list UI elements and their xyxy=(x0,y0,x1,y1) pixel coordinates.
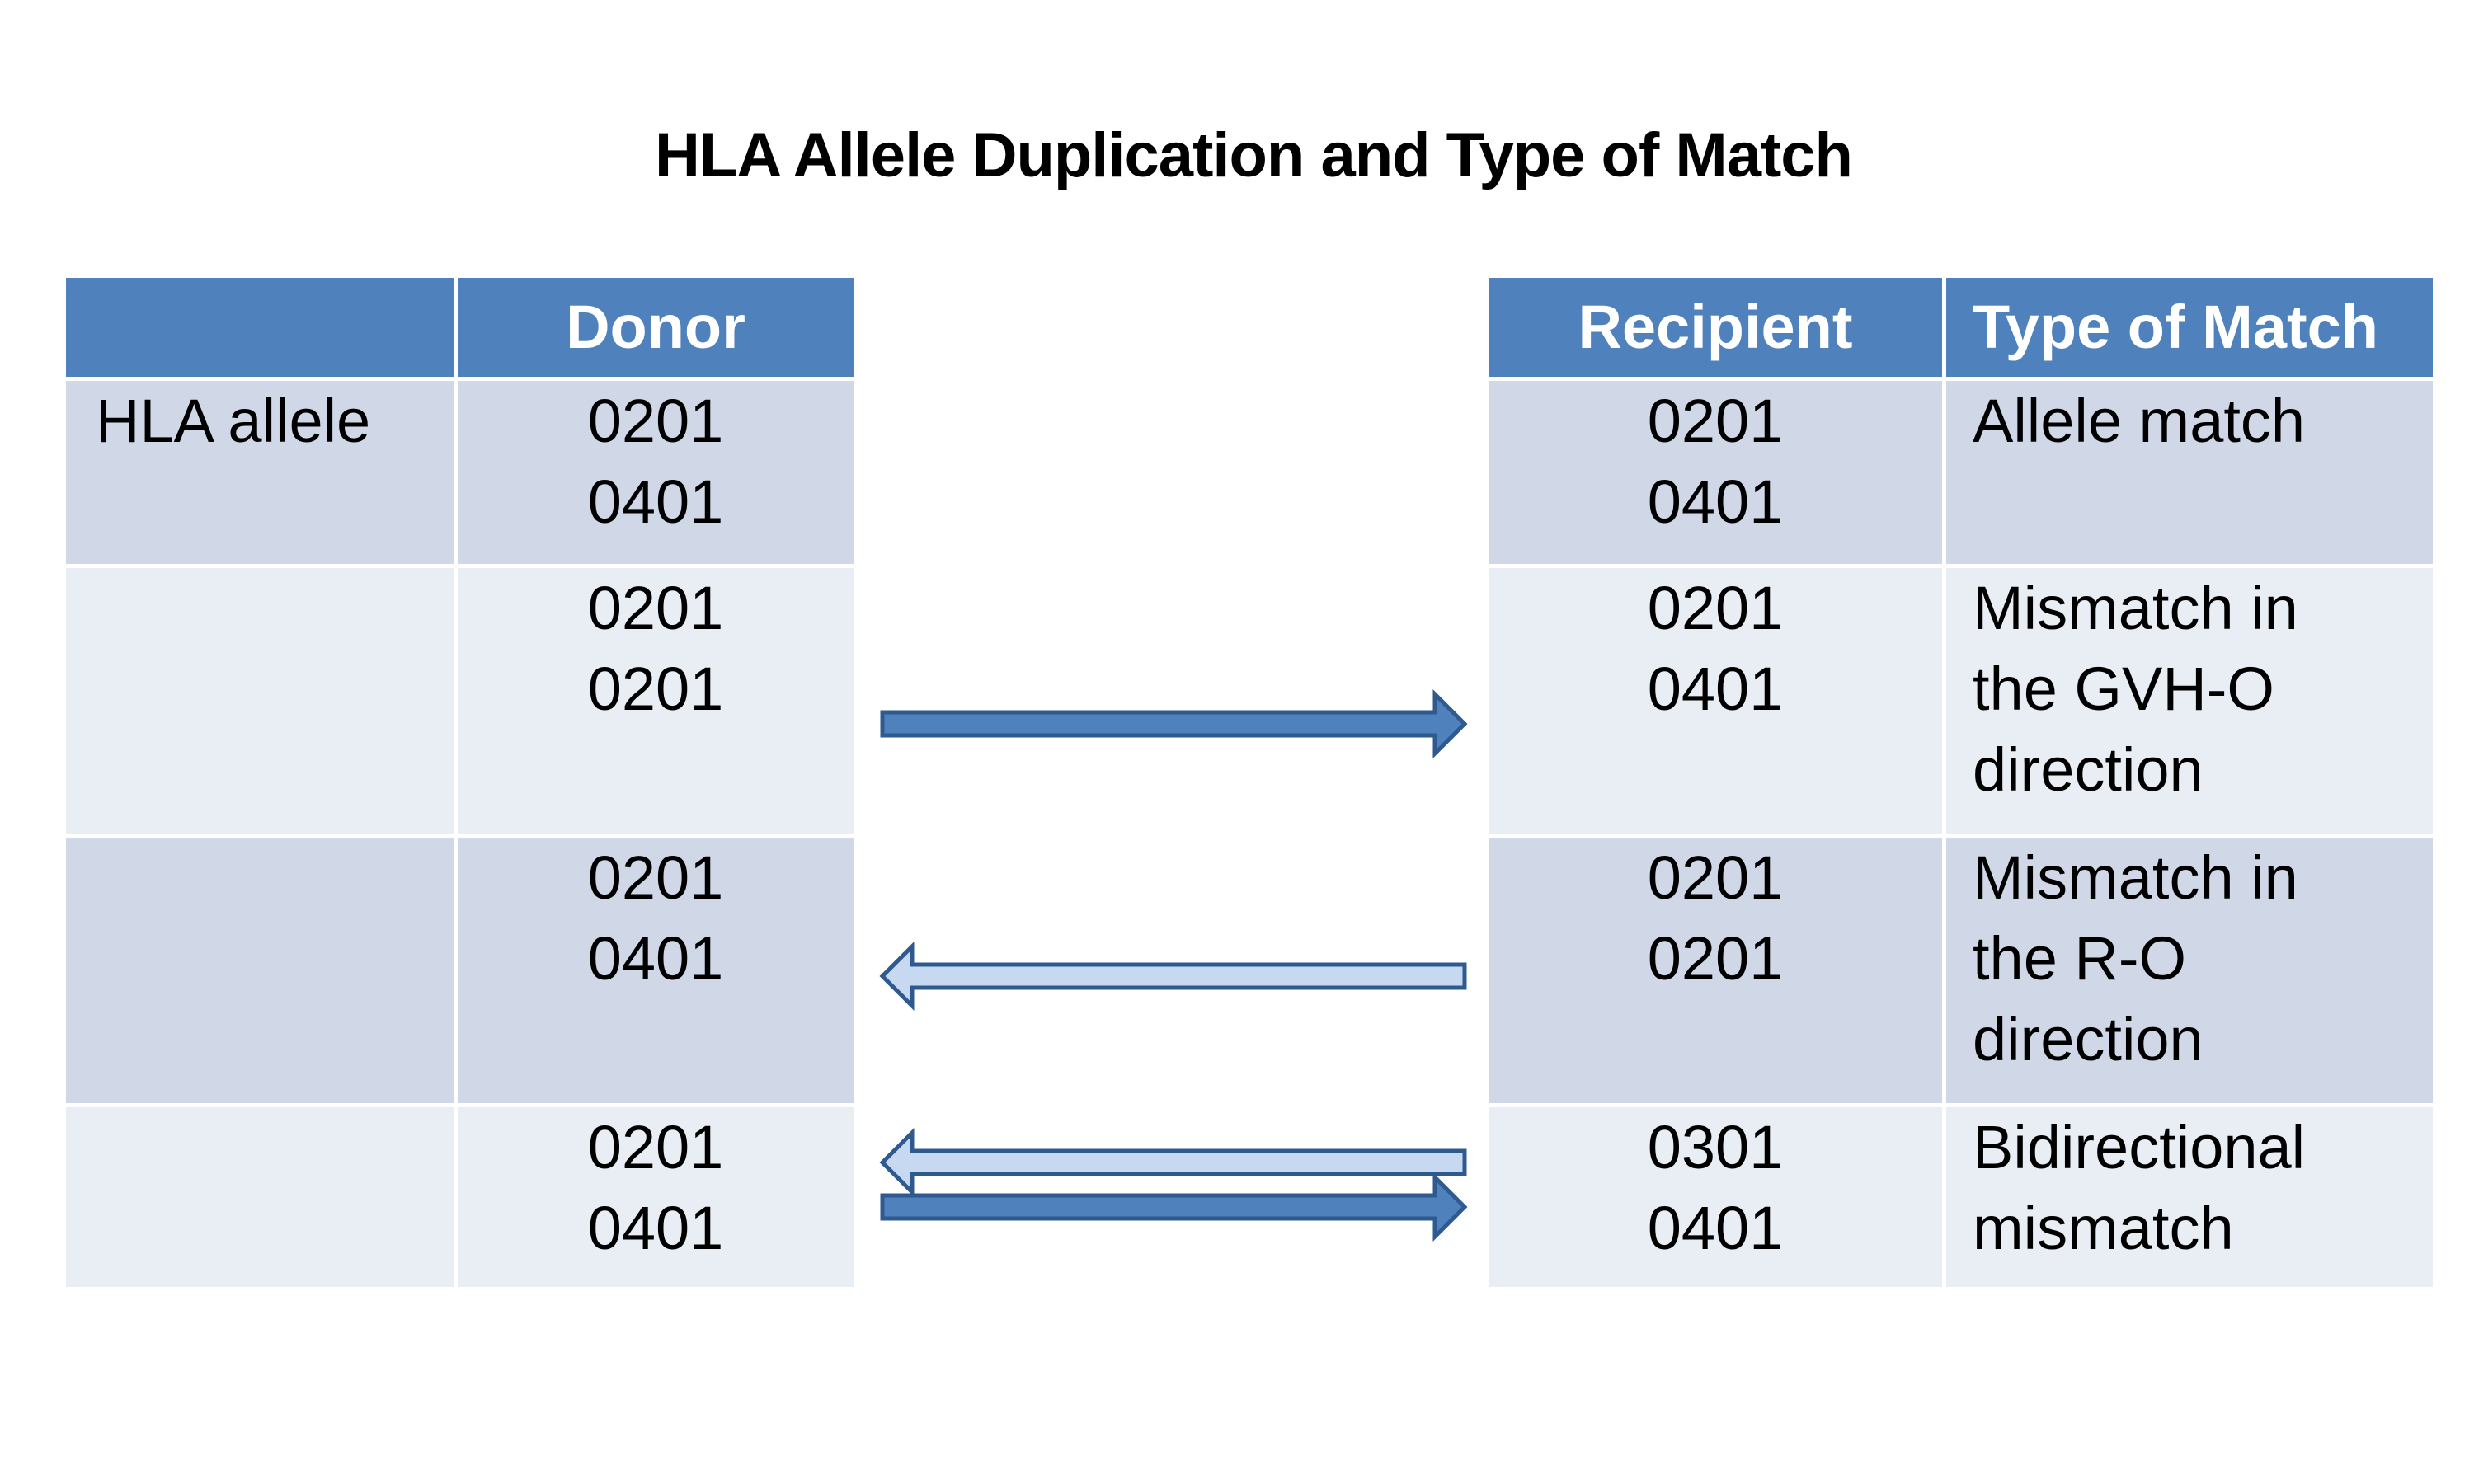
match-text: mismatch xyxy=(1973,1194,2234,1262)
type-of-match-header: Type of Match xyxy=(1942,274,2437,381)
allele-value: 0201 xyxy=(1647,843,1784,912)
allele-value: 0401 xyxy=(1647,467,1784,536)
right-arrow-icon xyxy=(880,1172,1468,1242)
allele-value: 0201 xyxy=(1647,574,1784,642)
row-label xyxy=(62,1103,458,1291)
left-arrow-icon xyxy=(879,941,1467,1012)
allele-value: 0401 xyxy=(587,467,724,536)
allele-value: 0201 xyxy=(1647,387,1784,455)
recipient-alleles: 0201 0401 xyxy=(1484,564,1946,838)
match-type: Allele match xyxy=(1942,377,2437,568)
allele-value: 0201 xyxy=(587,574,724,642)
donor-alleles: 0201 0401 xyxy=(454,834,858,1107)
recipient-alleles: 0301 0401 xyxy=(1484,1103,1946,1291)
allele-value: 0201 xyxy=(587,1113,724,1181)
table-row: 0201 0401 Mismatch in the GVH-O directio… xyxy=(1484,564,2437,838)
allele-value: 0201 xyxy=(587,843,724,912)
match-text: the GVH-O xyxy=(1973,655,2274,723)
recipient-table: Recipient Type of Match 0201 0401 Allele… xyxy=(1484,274,2437,1291)
right-arrow-icon xyxy=(880,688,1468,759)
donor-alleles: 0201 0401 xyxy=(454,377,858,568)
allele-value: 0301 xyxy=(1647,1113,1784,1181)
allele-value: 0401 xyxy=(587,1194,724,1262)
match-type: Mismatch in the R-O direction xyxy=(1942,834,2437,1107)
table-row: 0201 0401 xyxy=(62,1103,858,1291)
row-label xyxy=(62,834,458,1107)
donor-table-header-blank xyxy=(62,274,458,381)
donor-alleles: 0201 0201 xyxy=(454,564,858,838)
donor-header: Donor xyxy=(454,274,858,381)
recipient-header: Recipient xyxy=(1484,274,1946,381)
left-arrow-icon xyxy=(879,1127,1467,1198)
donor-table: Donor HLA allele 0201 0401 0201 0201 020… xyxy=(62,274,858,1291)
table-row: 0201 0401 xyxy=(62,834,858,1107)
match-text: Allele match xyxy=(1973,387,2306,455)
allele-value: 0401 xyxy=(587,924,724,993)
row-label: HLA allele xyxy=(62,377,458,568)
match-text: Mismatch in xyxy=(1973,574,2298,642)
table-row: 0201 0201 Mismatch in the R-O direction xyxy=(1484,834,2437,1107)
table-row: 0201 0201 xyxy=(62,564,858,838)
allele-value: 0401 xyxy=(1647,1194,1784,1262)
match-text: Mismatch in xyxy=(1973,843,2298,912)
recipient-alleles: 0201 0401 xyxy=(1484,377,1946,568)
match-type: Bidirectional mismatch xyxy=(1942,1103,2437,1291)
diagram-title: HLA Allele Duplication and Type of Match xyxy=(655,120,1853,190)
table-row: 0301 0401 Bidirectional mismatch xyxy=(1484,1103,2437,1291)
table-row: 0201 0401 Allele match xyxy=(1484,377,2437,568)
match-text: Bidirectional xyxy=(1973,1113,2306,1181)
allele-value: 0401 xyxy=(1647,655,1784,723)
match-type: Mismatch in the GVH-O direction xyxy=(1942,564,2437,838)
allele-value: 0201 xyxy=(587,387,724,455)
match-text: the R-O xyxy=(1973,924,2187,993)
match-text: direction xyxy=(1973,1005,2204,1073)
allele-value: 0201 xyxy=(1647,924,1784,993)
allele-value: 0201 xyxy=(587,655,724,723)
donor-alleles: 0201 0401 xyxy=(454,1103,858,1291)
recipient-alleles: 0201 0201 xyxy=(1484,834,1946,1107)
match-text: direction xyxy=(1973,735,2204,804)
table-row: HLA allele 0201 0401 xyxy=(62,377,858,568)
row-label xyxy=(62,564,458,838)
